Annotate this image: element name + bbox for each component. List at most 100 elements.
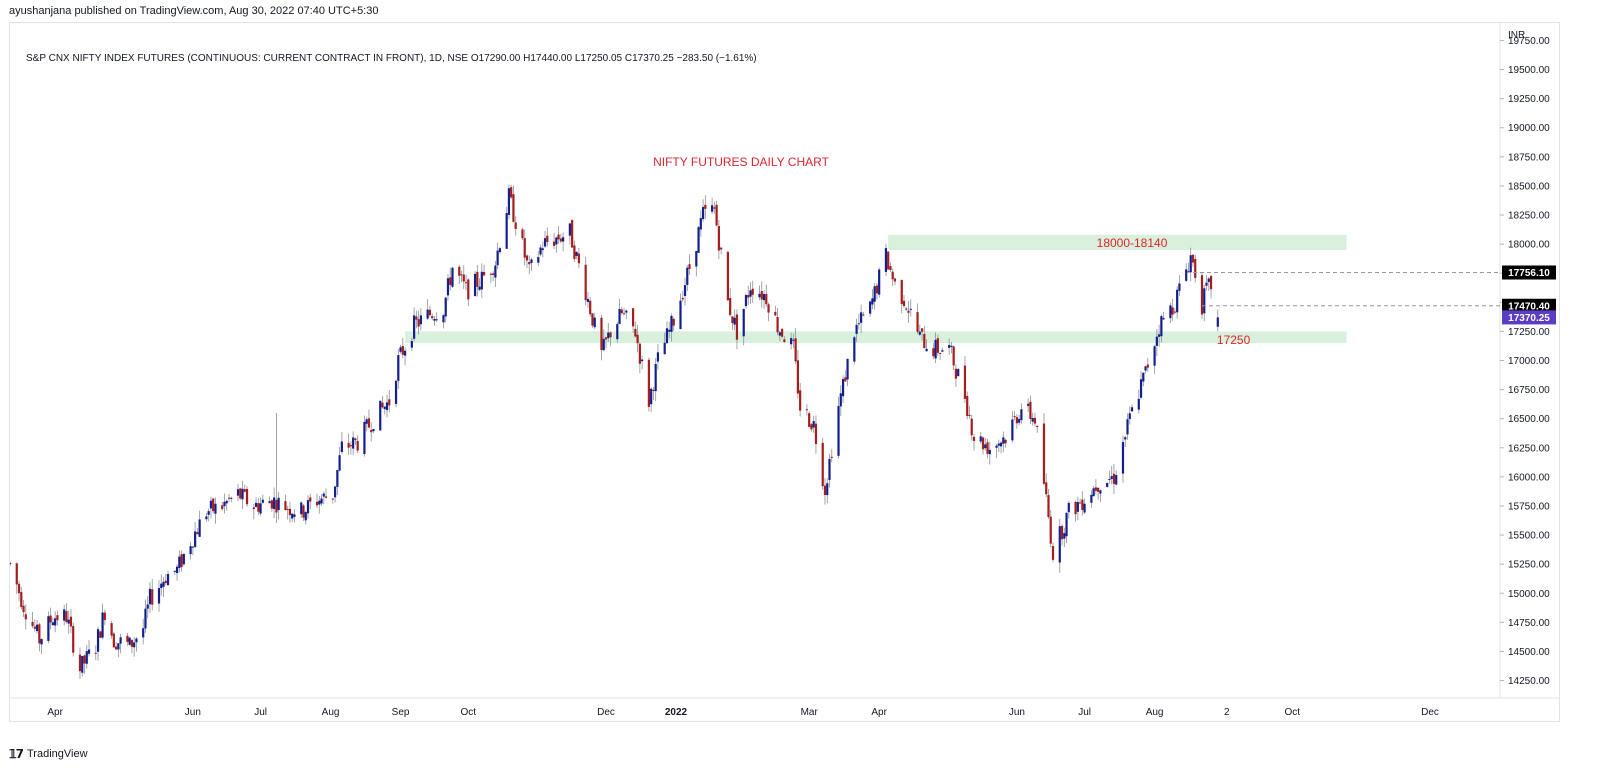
chart-frame[interactable]: 19750.00 19500.00 19250.00 19000.00 18750.00… xyxy=(9,22,1560,722)
candle-body xyxy=(198,519,201,537)
candle-body xyxy=(1205,282,1208,286)
price-tick-label: 16750.00 xyxy=(1508,385,1550,396)
candle-body xyxy=(1160,316,1163,337)
candle-body xyxy=(1097,487,1100,492)
candle-body xyxy=(117,643,120,650)
candle-body xyxy=(324,496,328,498)
candle-body xyxy=(948,344,951,348)
candle-body xyxy=(451,267,454,287)
candles xyxy=(10,184,1219,679)
candle-body xyxy=(1158,334,1161,337)
candle-body xyxy=(731,316,734,324)
candle-body xyxy=(230,497,233,499)
candle-body xyxy=(862,314,865,316)
candle-body xyxy=(939,352,942,354)
candle-body xyxy=(115,646,118,650)
candle-body xyxy=(790,338,793,345)
candle-body xyxy=(372,429,375,432)
candle-body xyxy=(1187,271,1190,273)
candle-body xyxy=(354,438,357,441)
candle-body xyxy=(1018,418,1021,423)
candle-body xyxy=(774,311,777,316)
candle-body xyxy=(932,348,935,357)
candle-body xyxy=(826,483,829,496)
candle-body xyxy=(1058,526,1061,563)
candle-body xyxy=(464,282,468,284)
time-tick-label: 2022 xyxy=(665,707,688,718)
candle-body xyxy=(101,612,104,638)
candle-body xyxy=(349,445,352,447)
candle-body xyxy=(35,624,39,632)
candle-body xyxy=(521,229,524,239)
price-tick-label: 16500.00 xyxy=(1508,414,1550,425)
candle-body xyxy=(304,512,307,521)
candle-body xyxy=(1200,275,1204,315)
candle-body xyxy=(995,445,998,448)
candle-body xyxy=(1060,525,1064,540)
chart-canvas[interactable]: 19750.00 19500.00 19250.00 19000.00 18750.00… xyxy=(10,23,1559,721)
candle-body xyxy=(397,355,400,381)
footer-brand[interactable]: TradingView xyxy=(26,748,88,760)
price-tick-label: 14500.00 xyxy=(1508,647,1550,658)
candle-body xyxy=(552,241,556,246)
candle-body xyxy=(805,409,809,411)
candle-body xyxy=(173,570,176,572)
candle-body xyxy=(419,315,422,325)
candle-body xyxy=(609,332,612,338)
candle-body xyxy=(1191,254,1195,263)
candle-body xyxy=(812,421,815,428)
candle-body xyxy=(679,300,682,330)
candle-body xyxy=(365,419,368,424)
candle-body xyxy=(760,291,763,300)
candle-body xyxy=(589,300,592,315)
last-price-badge: 17370.25 xyxy=(1508,313,1550,324)
candle-body xyxy=(783,339,786,343)
candle-body xyxy=(869,301,872,314)
candle-body xyxy=(839,393,842,407)
candle-body xyxy=(907,310,910,313)
tradingview-logo-icon[interactable]: 𝟙𝟳 xyxy=(9,747,24,761)
candle-body xyxy=(512,194,515,222)
candle-body xyxy=(902,300,906,307)
candle-body xyxy=(986,442,989,454)
candle-body xyxy=(823,485,827,495)
candle-body xyxy=(875,285,879,294)
candle-body xyxy=(1146,364,1149,368)
candle-body xyxy=(431,316,434,319)
candle-body xyxy=(65,611,68,623)
candle-body xyxy=(385,402,389,411)
candle-body xyxy=(83,655,86,664)
candle-body xyxy=(857,323,860,325)
candle-body xyxy=(1169,305,1172,319)
candle-body xyxy=(523,238,526,258)
price-tick-label: 18250.00 xyxy=(1508,211,1550,222)
candle-body xyxy=(837,406,840,456)
candle-body xyxy=(686,267,689,285)
candle-body xyxy=(320,498,323,504)
candle-body xyxy=(336,470,339,487)
candle-body xyxy=(446,278,450,296)
candle-body xyxy=(49,615,52,623)
candle-body xyxy=(957,369,960,377)
candle-body xyxy=(1090,494,1093,503)
candle-body xyxy=(1065,512,1068,537)
candle-body xyxy=(1171,307,1174,315)
candle-body xyxy=(715,204,718,226)
price-tick-label: 16250.00 xyxy=(1508,443,1550,454)
candle-body xyxy=(792,339,795,341)
candle-body xyxy=(40,639,43,645)
candle-body xyxy=(735,314,739,340)
candle-body xyxy=(1178,283,1181,291)
candle-body xyxy=(1083,503,1086,513)
candle-body xyxy=(78,654,82,672)
candle-body xyxy=(577,253,581,264)
price-tick-label: 19250.00 xyxy=(1508,94,1550,105)
candle-body xyxy=(175,566,179,574)
candle-body xyxy=(720,247,723,250)
candle-body xyxy=(972,436,976,441)
candle-body xyxy=(733,317,736,325)
candle-body xyxy=(1121,442,1125,474)
candle-body xyxy=(157,588,161,604)
time-tick-label: Dec xyxy=(1421,707,1439,718)
candle-body xyxy=(918,331,921,335)
